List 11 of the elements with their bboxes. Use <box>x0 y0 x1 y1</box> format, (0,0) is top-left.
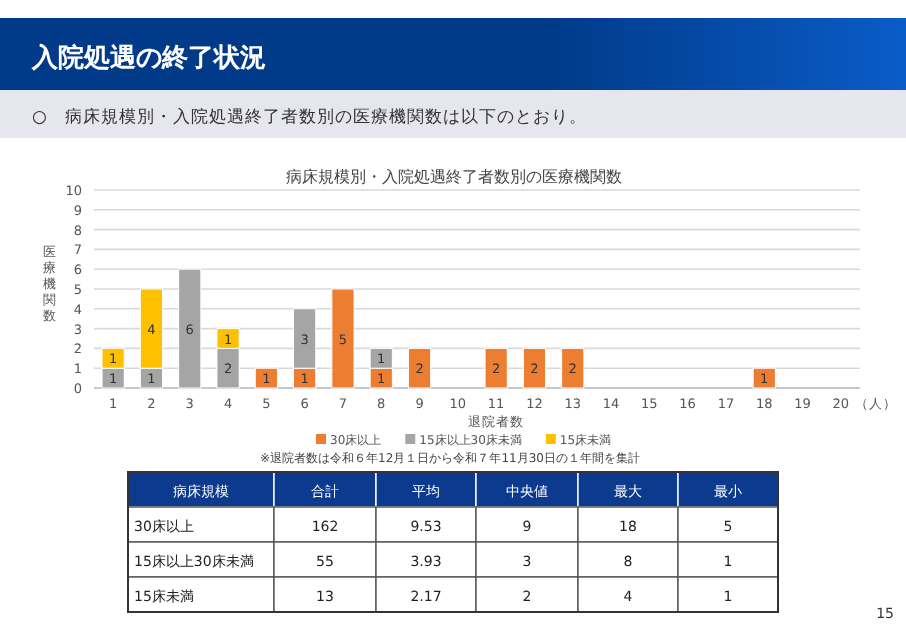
bar <box>254 367 278 389</box>
text: ○ 病床規模別・入院処遇終了者数別の医療機関数は以下のとおり。 <box>32 106 587 128</box>
bar <box>484 347 508 389</box>
text: 入院処遇の終了状況 <box>30 42 266 74</box>
bar <box>561 347 585 389</box>
bar <box>522 347 547 389</box>
chart-title: 病床規模別・入院処遇終了者数別の医療機関数 <box>286 168 622 186</box>
bar <box>178 268 202 389</box>
bar <box>752 367 776 389</box>
bar <box>331 288 355 389</box>
bar <box>407 347 432 389</box>
